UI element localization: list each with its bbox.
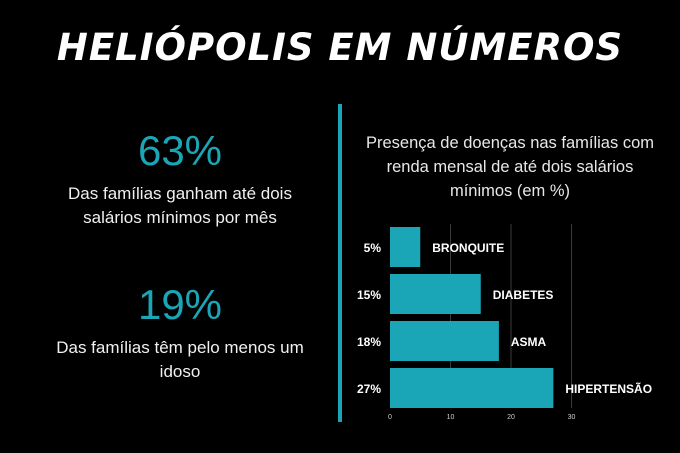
x-tick-label: 20 [507,414,515,421]
stat-income: 63% Das famílias ganham até dois salário… [40,130,320,230]
stat-elderly: 19% Das famílias têm pelo menos um idoso [40,284,320,384]
value-label: 5% [364,241,382,255]
vertical-divider [338,104,342,422]
category-label: HIPERTENSÃO [565,381,652,396]
value-label: 27% [357,382,381,396]
category-label: ASMA [511,335,547,349]
stat-elderly-value: 19% [137,281,223,328]
x-tick-label: 30 [568,414,576,421]
bar-bronquite [390,227,421,267]
chart-title: Presença de doenças nas famílias com ren… [366,134,654,200]
stat-income-text: Das famílias ganham até dois salários mí… [68,184,292,227]
category-label: DIABETES [493,288,554,302]
value-label: 15% [357,288,381,302]
bar-chart: 0 10 20 30 5% BRONQUITE 15% DIABETES 18% ASMA 27% H… [357,224,652,421]
stat-elderly-text: Das famílias têm pelo menos um idoso [56,338,304,381]
page-title: HELIÓPOLIS EM NÚMEROS [56,26,624,69]
stat-income-value: 63% [137,127,223,174]
x-tick-label: 0 [388,414,392,421]
category-label: BRONQUITE [432,241,504,255]
bar-hipertensão [390,368,554,408]
x-tick-label: 10 [447,414,455,421]
bar-asma [390,321,499,361]
value-label: 18% [357,335,381,349]
bar-diabetes [390,274,481,314]
